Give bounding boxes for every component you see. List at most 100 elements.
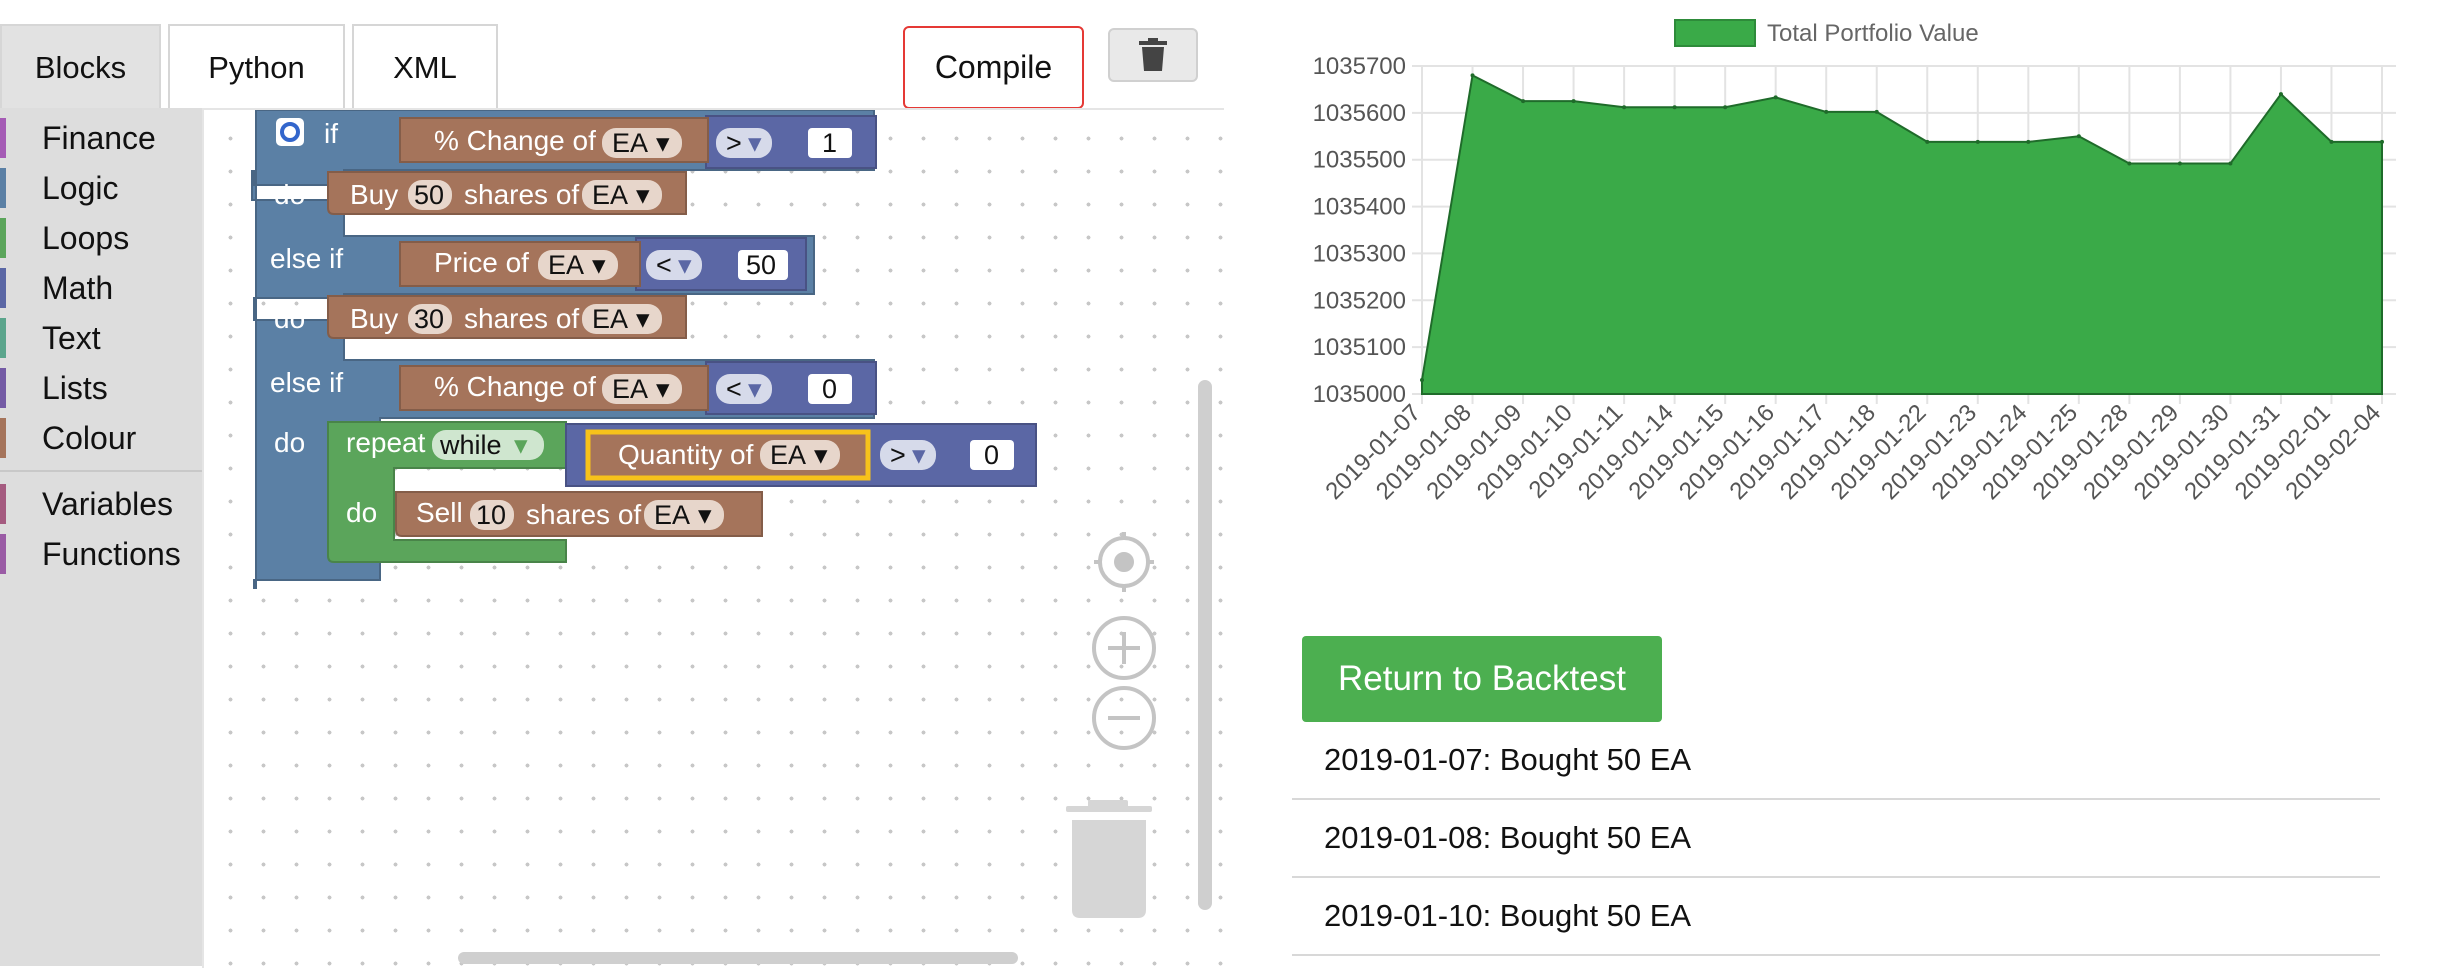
tab-blocks-label: Blocks (34, 50, 127, 85)
data-point[interactable] (1975, 139, 1980, 144)
category-label: Variables (42, 485, 174, 522)
operator-1: > (726, 128, 742, 158)
ticker-3: EA (548, 250, 584, 280)
pct-change-label-1: % Change of (434, 125, 596, 156)
ticker-dropdown-2[interactable] (582, 180, 662, 210)
qty-field-3[interactable] (470, 500, 514, 530)
category-functions[interactable]: Functions (0, 532, 202, 576)
ticker-dropdown-7[interactable] (644, 500, 724, 530)
category-finance[interactable]: Finance (0, 116, 202, 160)
data-point[interactable] (1874, 109, 1879, 114)
data-point[interactable] (2076, 134, 2081, 139)
zoom-out-icon[interactable] (1092, 686, 1156, 750)
qty-value-3: 10 (476, 500, 506, 530)
operator-dropdown-4[interactable] (880, 440, 936, 470)
ticker-dropdown-3[interactable] (538, 250, 618, 280)
data-point[interactable] (1571, 99, 1576, 104)
y-tick-label: 1035500 (1313, 147, 1406, 174)
category-color-bar (0, 418, 6, 458)
operator-dropdown-1[interactable] (716, 128, 772, 158)
category-label: Lists (42, 369, 108, 406)
ticker-dropdown-5[interactable] (602, 374, 682, 404)
data-point[interactable] (1773, 95, 1778, 100)
while-dropdown[interactable] (432, 430, 544, 460)
number-field-4[interactable] (970, 440, 1014, 470)
data-point[interactable] (2177, 161, 2182, 166)
ticker-4: EA (592, 304, 628, 334)
zoom-in-icon[interactable] (1092, 616, 1156, 680)
tab-python[interactable]: Python (168, 24, 345, 110)
operator-dropdown-3[interactable] (716, 374, 772, 404)
data-point[interactable] (1723, 105, 1728, 110)
data-point[interactable] (2127, 161, 2132, 166)
else-if-label-2: else if (270, 367, 343, 398)
category-math[interactable]: Math (0, 266, 202, 310)
tab-xml[interactable]: XML (352, 24, 498, 110)
category-color-bar (0, 534, 6, 574)
series-area (1421, 73, 2383, 395)
trade-text: 2019-01-07: Bought 50 EA (1324, 742, 1692, 777)
data-point[interactable] (2228, 161, 2233, 166)
category-loops[interactable]: Loops (0, 216, 202, 260)
number-field-2[interactable] (738, 250, 788, 280)
data-point[interactable] (1622, 105, 1627, 110)
chart-y-ticks: 1035000 1035100 1035200 1035300 1035400 10355… (1313, 53, 1406, 408)
y-tick-label: 1035700 (1313, 53, 1406, 80)
data-point[interactable] (1672, 105, 1677, 110)
else-if-label-1: else if (270, 243, 343, 274)
data-point[interactable] (2380, 139, 2384, 144)
tab-xml-label: XML (393, 50, 457, 85)
data-point[interactable] (2329, 139, 2334, 144)
category-label: Loops (42, 219, 130, 256)
toolbox-separator (0, 470, 202, 472)
shares-of-label-2: shares of (464, 303, 579, 334)
category-variables[interactable]: Variables (0, 482, 202, 526)
category-colour[interactable]: Colour (0, 416, 202, 460)
chevron-down-icon: ▾ (748, 128, 762, 158)
data-point[interactable] (2026, 139, 2031, 144)
data-point[interactable] (1925, 139, 1930, 144)
ticker-dropdown-1[interactable] (602, 128, 682, 158)
gear-icon[interactable] (276, 118, 304, 146)
ticker-dropdown-4[interactable] (582, 304, 662, 334)
y-tick-label: 1035400 (1313, 194, 1406, 221)
ticker-dropdown-6[interactable] (760, 440, 840, 470)
list-item: 2019-01-07: Bought 50 EA (1292, 722, 2380, 800)
category-logic[interactable]: Logic (0, 166, 202, 210)
sell-label: Sell (416, 497, 463, 528)
chevron-down-icon: ▾ (698, 500, 712, 530)
blockly-workspace[interactable]: if do else if do else if do % Change of … (202, 108, 1224, 968)
trash-can-icon[interactable] (1066, 800, 1152, 918)
data-point[interactable] (2278, 92, 2283, 97)
do-label-4: do (346, 497, 377, 528)
ticker-6: EA (770, 440, 806, 470)
category-label: Colour (42, 419, 137, 456)
data-point[interactable] (1824, 109, 1829, 114)
compile-button[interactable]: Compile (903, 26, 1084, 109)
blocks-canvas: if do else if do else if do % Change of … (251, 110, 1212, 964)
data-point[interactable] (1420, 377, 1424, 382)
tab-blocks[interactable]: Blocks (0, 24, 161, 110)
ticker-1: EA (612, 128, 648, 158)
recenter-icon[interactable] (1094, 532, 1154, 592)
list-item: 2019-01-10: Bought 50 EA (1292, 878, 2380, 956)
do-label-2: do (274, 303, 305, 334)
data-point[interactable] (1521, 99, 1526, 104)
return-to-backtest-button[interactable]: Return to Backtest (1302, 636, 1662, 722)
category-text[interactable]: Text (0, 316, 202, 360)
number-field-1[interactable] (808, 128, 852, 158)
trade-text: 2019-01-10: Bought 50 EA (1324, 898, 1692, 933)
qty-field-2[interactable] (408, 304, 452, 334)
operator-dropdown-2[interactable] (646, 250, 702, 280)
clear-button[interactable] (1108, 28, 1198, 82)
qty-field-1[interactable] (408, 180, 452, 210)
category-lists[interactable]: Lists (0, 366, 202, 410)
buy-label-1: Buy (350, 179, 398, 210)
horizontal-scrollbar[interactable] (458, 952, 1018, 964)
chart-legend[interactable]: Total Portfolio Value (1674, 19, 1979, 47)
ticker-5: EA (612, 374, 648, 404)
return-label: Return to Backtest (1338, 659, 1626, 698)
vertical-scrollbar[interactable] (1198, 380, 1212, 910)
data-point[interactable] (1470, 73, 1475, 78)
number-field-3[interactable] (808, 374, 852, 404)
